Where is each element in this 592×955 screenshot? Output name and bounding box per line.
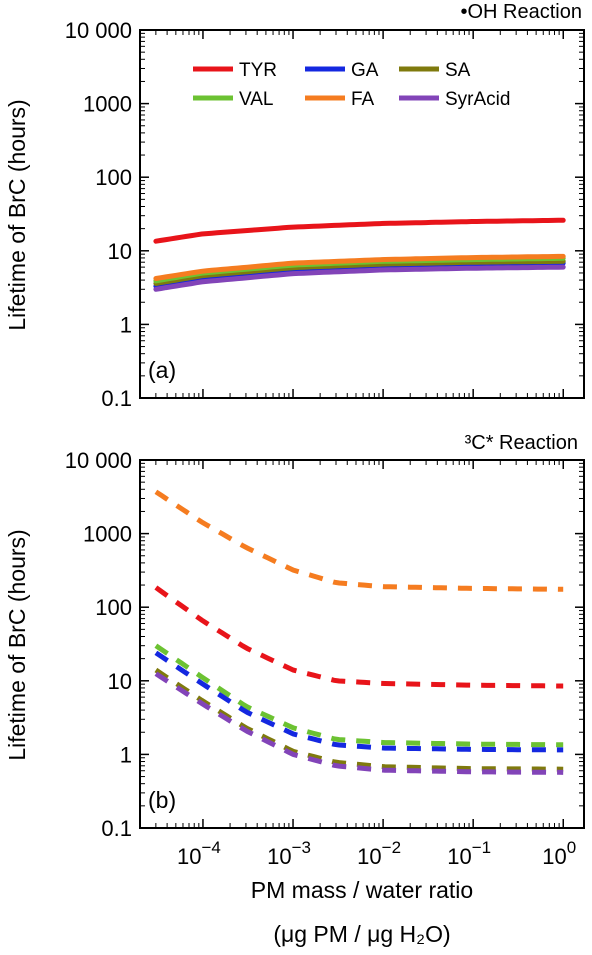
series-line-tyr: [153, 217, 566, 244]
series-line-fa: [154, 489, 564, 592]
panel-a-label: (a): [148, 357, 176, 383]
y-tick-label: 10: [108, 669, 132, 694]
panel-a-ytick-labels: 0.1 1 10 100 1000 10 000: [65, 18, 132, 411]
y-tick-label: 1: [120, 742, 132, 767]
x-tick-base: 10: [357, 844, 381, 869]
x-tick-base: 10: [542, 844, 566, 869]
x-tick-exponent: −1: [472, 838, 491, 857]
panel-a-ylabel: Lifetime of BrC (hours): [4, 99, 30, 330]
y-tick-label: 10: [108, 239, 132, 264]
series-line-fa: [153, 253, 566, 281]
legend: TYR GA SA VAL FA SyrAcid: [193, 60, 510, 110]
series-line-syracid: [153, 264, 566, 292]
panel-b-ylabel: Lifetime of BrC (hours): [4, 529, 30, 760]
x-tick-exponent: −3: [292, 838, 311, 857]
legend-label: GA: [351, 60, 379, 81]
series-line-sa: [154, 667, 564, 772]
y-tick-label: 0.1: [101, 816, 132, 841]
x-tick-base: 10: [447, 844, 471, 869]
series-line-tyr: [154, 585, 564, 689]
x-tick-exponent: −2: [382, 838, 401, 857]
y-tick-label: 100: [95, 595, 132, 620]
panel-b-ytick-labels: 0.1 1 10 100 1000 10 000: [65, 448, 132, 841]
y-tick-label: 1000: [83, 92, 132, 117]
series-line-syracid: [154, 671, 564, 775]
panel-b-xtick-labels: 10−4 10−3 10−2 10−1 100: [177, 838, 576, 869]
x-tick-base: 10: [267, 844, 291, 869]
series-line-val: [154, 643, 564, 748]
x-tick-label: 10−4: [177, 838, 221, 869]
legend-label: SA: [445, 60, 471, 81]
y-tick-label: 100: [95, 165, 132, 190]
panel-b-title: ³C* Reaction: [465, 432, 578, 454]
y-tick-label: 0.1: [101, 386, 132, 411]
x-tick-exponent: −4: [202, 838, 221, 857]
x-tick-base: 10: [177, 844, 201, 869]
series-line-ga: [154, 650, 564, 753]
panel-b-frame: [139, 459, 585, 829]
y-tick-label: 10 000: [65, 448, 132, 473]
panel-a-frame: [139, 29, 585, 399]
x-tick-label: 10−1: [447, 838, 491, 869]
legend-label: VAL: [239, 89, 274, 110]
panel-a-ticks: [139, 29, 584, 399]
panel-b-series: [154, 489, 564, 775]
x-tick-label: 10−2: [357, 838, 401, 869]
y-tick-label: 1: [120, 312, 132, 337]
x-tick-exponent: 0: [567, 838, 576, 857]
legend-label: SyrAcid: [445, 89, 510, 110]
x-axis-title: PM mass / water ratio: [251, 877, 473, 903]
x-tick-label: 10−3: [267, 838, 311, 869]
y-tick-label: 1000: [83, 522, 132, 547]
x-axis-units: (μg PM / μg H₂O): [273, 921, 450, 947]
y-tick-label: 10 000: [65, 18, 132, 43]
panel-b-label: (b): [148, 787, 176, 813]
legend-label: FA: [351, 89, 375, 110]
series-line-sa: [153, 258, 566, 286]
panel-a-series: [153, 217, 566, 292]
legend-label: TYR: [239, 60, 277, 81]
panel-b-ticks: [139, 459, 584, 829]
panel-a-title: •OH Reaction: [461, 1, 583, 23]
x-tick-label: 100: [542, 838, 576, 869]
